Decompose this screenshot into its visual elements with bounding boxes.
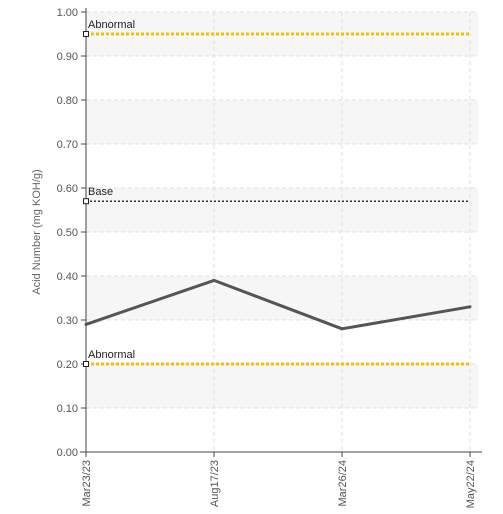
y-tick-label: 0.10: [57, 403, 78, 415]
background-band: [86, 276, 478, 320]
x-tick-label: Mar23/23: [81, 460, 93, 506]
y-tick-labels: 0.00 0.10 0.20 0.30 0.40 0.50 0.60 0.70 0.80 0.90…: [57, 7, 78, 459]
reference-line-label: Base: [88, 186, 113, 198]
background-bands: [86, 12, 478, 408]
background-band: [86, 364, 478, 408]
x-tick-label: Mar26/24: [337, 460, 349, 506]
data-series: [84, 278, 472, 331]
reference-line-label: Abnormal: [88, 19, 135, 31]
y-axis-label: Acid Number (mg KOH/g): [31, 169, 43, 294]
x-tick-label: May22/24: [465, 460, 477, 508]
y-tick-label: 0.60: [57, 183, 78, 195]
reference-marker: [83, 361, 89, 367]
y-tick-label: 0.90: [57, 51, 78, 63]
reference-line-label: Abnormal: [88, 349, 135, 361]
y-tick-label: 0.40: [57, 271, 78, 283]
y-tick-label: 0.00: [57, 447, 78, 459]
reference-marker: [83, 31, 89, 37]
reference-lines: Abnormal Base Abnormal: [83, 19, 470, 367]
background-band: [86, 100, 478, 144]
y-tick-label: 0.30: [57, 315, 78, 327]
y-tick-label: 0.50: [57, 227, 78, 239]
background-band: [86, 188, 478, 232]
x-tick-labels: Mar23/23 Aug17/23 Mar26/24 May22/24: [81, 460, 477, 508]
data-point: [212, 278, 216, 282]
data-point: [468, 305, 472, 309]
series-line: [85, 278, 471, 331]
y-tick-label: 0.20: [57, 359, 78, 371]
data-point: [84, 322, 88, 326]
y-tick-label: 0.70: [57, 139, 78, 151]
y-tick-label: 0.80: [57, 95, 78, 107]
x-tick-label: Aug17/23: [209, 460, 221, 507]
data-point: [340, 327, 344, 331]
y-tick-label: 1.00: [57, 7, 78, 19]
axes: [80, 8, 482, 457]
reference-marker: [83, 198, 89, 205]
